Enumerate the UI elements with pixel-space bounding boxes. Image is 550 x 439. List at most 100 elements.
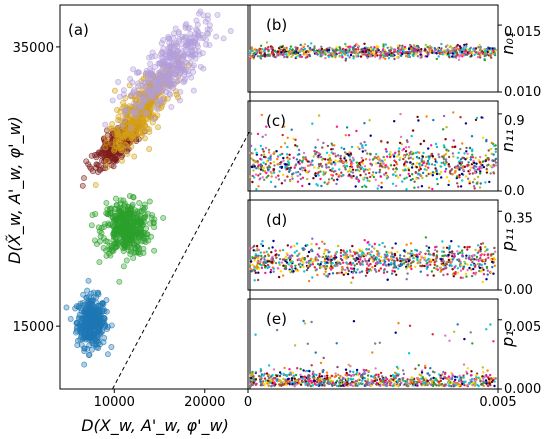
scatter-point	[418, 168, 421, 172]
scatter-point	[454, 169, 457, 173]
scatter-point	[337, 244, 340, 248]
scatter-point	[378, 159, 381, 162]
scatter-point	[382, 155, 385, 159]
scatter-point	[330, 265, 333, 268]
scatter-point	[194, 21, 201, 28]
scatter-point	[395, 257, 398, 260]
scatter-point	[480, 263, 483, 267]
scatter-point	[348, 167, 352, 170]
scatter-point	[480, 116, 483, 119]
scatter-point	[109, 97, 116, 104]
scatter-point	[401, 169, 405, 172]
scatter-point	[386, 46, 389, 49]
scatter-point	[281, 133, 284, 137]
scatter-point	[357, 260, 361, 263]
scatter-point	[268, 260, 271, 263]
scatter-point	[163, 77, 170, 83]
scatter-point	[365, 49, 368, 53]
scatter-point	[131, 107, 138, 114]
scatter-point	[485, 265, 489, 269]
scatter-point	[267, 46, 270, 49]
scatter-point	[89, 337, 96, 344]
scatter-point	[473, 383, 477, 387]
scatter-point	[456, 165, 459, 168]
scatter-point	[80, 325, 86, 332]
scatter-point	[123, 257, 130, 264]
scatter-point	[132, 113, 139, 120]
scatter-point	[115, 79, 122, 85]
scatter-point	[338, 174, 341, 177]
scatter-point	[259, 157, 262, 161]
scatter-point	[270, 175, 273, 178]
scatter-point	[486, 164, 489, 167]
scatter-point	[130, 133, 137, 140]
scatter-point	[397, 264, 400, 267]
scatter-point	[368, 257, 371, 261]
scatter-point	[424, 236, 428, 239]
scatter-point	[266, 253, 270, 256]
scatter-point	[280, 45, 283, 49]
scatter-point	[257, 185, 260, 188]
scatter-point	[123, 142, 130, 149]
scatter-point	[484, 245, 487, 249]
scatter-point	[249, 247, 252, 250]
scatter-point	[386, 52, 389, 55]
scatter-point	[443, 49, 447, 52]
scatter-point	[445, 126, 448, 129]
scatter-point	[346, 54, 350, 57]
scatter-point	[288, 255, 292, 258]
scatter-point	[341, 174, 344, 177]
scatter-point	[466, 268, 469, 272]
scatter-point	[465, 53, 469, 56]
scatter-point	[368, 243, 371, 246]
scatter-point	[469, 166, 473, 169]
scatter-point	[445, 176, 449, 179]
scatter-point	[438, 172, 441, 176]
scatter-point	[472, 185, 476, 188]
scatter-point	[414, 265, 417, 268]
scatter-point	[274, 185, 277, 188]
scatter-point	[304, 51, 308, 54]
scatter-point	[345, 161, 348, 164]
scatter-point	[407, 352, 411, 355]
scatter-point	[276, 163, 279, 166]
scatter-point	[492, 49, 495, 52]
scatter-point	[421, 155, 424, 158]
scatter-point	[103, 135, 110, 141]
scatter-point	[376, 187, 379, 190]
scatter-point	[260, 264, 263, 267]
scatter-point	[372, 257, 375, 260]
scatter-point	[298, 258, 301, 262]
scatter-point	[206, 41, 213, 48]
scatter-point	[143, 115, 150, 122]
scatter-point	[311, 163, 314, 167]
scatter-point	[307, 250, 311, 254]
scatter-point	[440, 258, 443, 261]
scatter-point	[335, 173, 338, 176]
scatter-point	[438, 52, 441, 55]
scatter-point	[424, 165, 427, 168]
scatter-point	[176, 60, 183, 67]
panel-a-ylabel: D(X̃_w, A'_w, φ'_w)	[5, 116, 25, 264]
scatter-point	[326, 249, 329, 252]
scatter-point	[387, 263, 390, 266]
scatter-point	[379, 371, 383, 375]
scatter-point	[393, 120, 396, 123]
scatter-point	[251, 256, 254, 259]
scatter-point	[151, 116, 158, 122]
scatter-point	[438, 155, 441, 159]
scatter-point	[313, 166, 316, 169]
scatter-point	[96, 259, 103, 266]
scatter-point	[387, 57, 391, 60]
scatter-point	[369, 175, 372, 179]
scatter-point	[346, 266, 349, 269]
scatter-point	[435, 51, 438, 55]
scatter-point	[456, 267, 460, 270]
scatter-point	[468, 266, 471, 270]
scatter-point	[393, 270, 396, 273]
scatter-point	[321, 53, 324, 56]
scatter-point	[295, 158, 299, 161]
scatter-point	[350, 281, 353, 284]
scatter-point	[83, 315, 90, 322]
